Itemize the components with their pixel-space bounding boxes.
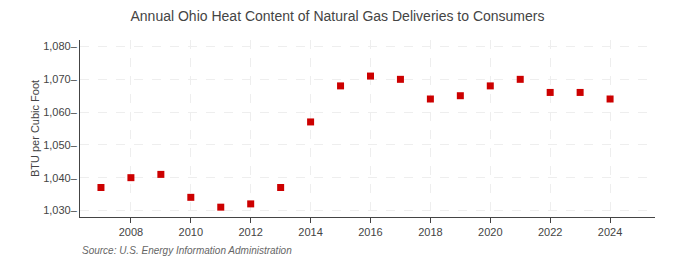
svg-text:1,030–: 1,030– — [43, 204, 78, 216]
svg-text:2014: 2014 — [298, 226, 322, 238]
svg-text:1,060–: 1,060– — [43, 106, 78, 118]
svg-text:2010: 2010 — [179, 226, 203, 238]
svg-text:2024: 2024 — [598, 226, 622, 238]
svg-text:BTU per Cubic Foot: BTU per Cubic Foot — [29, 80, 41, 177]
svg-text:Source: U.S. Energy Informatio: Source: U.S. Energy Information Administ… — [82, 245, 292, 256]
svg-text:2016: 2016 — [358, 226, 382, 238]
svg-text:2018: 2018 — [418, 226, 442, 238]
svg-text:Annual Ohio Heat Content of Na: Annual Ohio Heat Content of Natural Gas … — [131, 8, 545, 24]
svg-text:1,080–: 1,080– — [43, 40, 78, 52]
svg-text:2008: 2008 — [119, 226, 143, 238]
svg-text:2022: 2022 — [538, 226, 562, 238]
svg-text:2012: 2012 — [238, 226, 262, 238]
svg-text:1,040–: 1,040– — [43, 172, 78, 184]
svg-text:1,050–: 1,050– — [43, 139, 78, 151]
svg-text:1,070–: 1,070– — [43, 73, 78, 85]
svg-text:2020: 2020 — [478, 226, 502, 238]
